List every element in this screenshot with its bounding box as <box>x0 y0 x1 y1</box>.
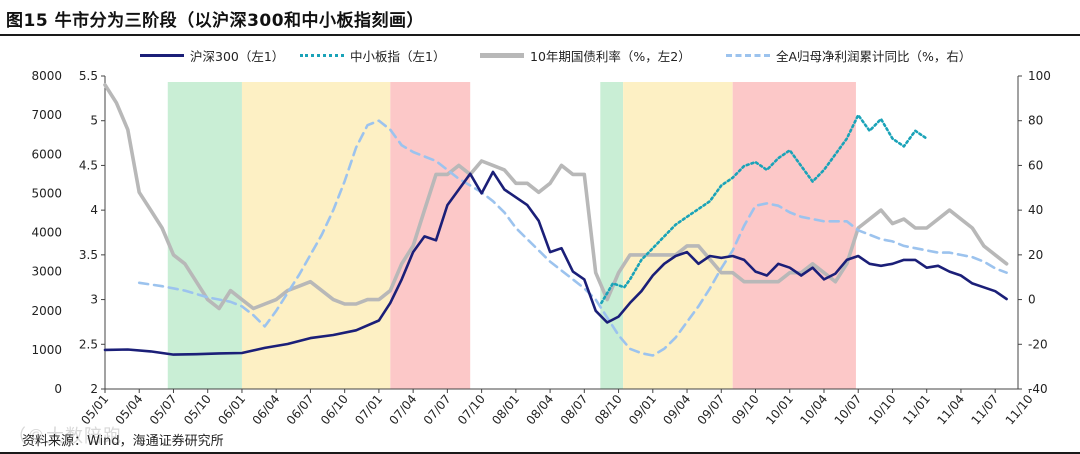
y-left1-tick-label: 6000 <box>31 147 62 161</box>
y-left2-tick-label: 2.5 <box>79 337 98 351</box>
y-right-tick-label: 80 <box>1028 114 1043 128</box>
legend-swatch-zxb <box>300 54 344 57</box>
x-tick-label: 11/01 <box>900 392 933 427</box>
x-tick-label: 09/07 <box>695 392 728 427</box>
legend-swatch-profit <box>726 54 770 57</box>
y-right-tick-label: 100 <box>1028 69 1051 83</box>
x-tick-label: 11/07 <box>969 392 1002 427</box>
series-line-profit <box>137 119 1008 357</box>
title-bar: 图15 牛市分为三阶段（以沪深300和中小板指刻画） <box>0 0 1080 36</box>
series-line-bond <box>103 83 1009 311</box>
x-tick-label: 05/10 <box>181 392 214 427</box>
x-tick-label: 08/07 <box>558 392 591 427</box>
chart-area: 01000200030004000500060007000800022.533.… <box>31 69 1051 427</box>
legend-label-zxb: 中小板指（左1） <box>350 49 446 64</box>
legend: 沪深300（左1） 中小板指（左1） 10年期国债利率（%，左2） 全A归母净利… <box>0 44 1080 68</box>
y-left1-tick-label: 5000 <box>31 186 62 200</box>
legend-item-profit: 全A归母净利润累计同比（%，右） <box>726 46 971 65</box>
title-rule <box>0 34 1080 36</box>
series-line-hs300 <box>103 170 1008 356</box>
source-footer: 资料来源：Wind，海通证券研究所 <box>22 434 224 449</box>
legend-swatch-bond <box>480 53 524 58</box>
x-tick-label: 09/10 <box>729 392 762 427</box>
y-left2-tick-label: 3 <box>90 293 98 307</box>
y-left1-tick-label: 2000 <box>31 304 62 318</box>
y-right-tick-label: 0 <box>1028 293 1036 307</box>
x-tick-label: 07/10 <box>455 392 488 427</box>
phase-band-green-3 <box>600 82 624 389</box>
x-tick-label: 08/01 <box>489 392 522 427</box>
phase-band-red-2 <box>390 82 471 389</box>
phase-band-yellow-1 <box>241 82 391 389</box>
watermark: （©大数陪跑 <box>8 426 122 447</box>
x-tick-label: 11/10 <box>1003 392 1036 427</box>
legend-label-profit: 全A归母净利润累计同比（%，右） <box>776 49 972 64</box>
y-left1-tick-label: 0 <box>54 382 62 396</box>
x-tick-label: 09/04 <box>660 392 693 427</box>
x-tick-label: 06/04 <box>250 392 283 427</box>
legend-swatch-hs300 <box>140 54 184 57</box>
legend-label-hs300: 沪深300（左1） <box>190 49 285 64</box>
phase-band-green-0 <box>167 82 242 389</box>
legend-item-bond: 10年期国债利率（%，左2） <box>480 46 691 65</box>
x-tick-label: 07/01 <box>352 392 385 427</box>
y-right-tick-label: 60 <box>1028 158 1043 172</box>
y-left2-tick-label: 5.5 <box>79 69 98 83</box>
legend-item-zxb: 中小板指（左1） <box>300 46 445 65</box>
legend-label-bond: 10年期国债利率（%，左2） <box>530 49 691 64</box>
phase-band-yellow-4 <box>623 82 733 389</box>
x-tick-label: 06/07 <box>284 392 317 427</box>
series-line-zxb <box>600 113 928 305</box>
y-left1-tick-label: 4000 <box>31 226 62 240</box>
x-tick-label: 08/04 <box>523 392 556 427</box>
x-tick-label: 10/10 <box>866 392 899 427</box>
legend-item-hs300: 沪深300（左1） <box>140 46 284 65</box>
y-left2-tick-label: 5 <box>90 114 98 128</box>
y-left1-tick-label: 1000 <box>31 343 62 357</box>
y-left1-tick-label: 7000 <box>31 108 62 122</box>
y-right-tick-label: -40 <box>1028 382 1048 396</box>
x-tick-label: 09/01 <box>626 392 659 427</box>
x-tick-label: 10/01 <box>763 392 796 427</box>
y-left2-tick-label: 4.5 <box>79 158 98 172</box>
y-left1-tick-label: 8000 <box>31 69 62 83</box>
y-right-tick-label: 20 <box>1028 248 1043 262</box>
x-tick-label: 06/10 <box>318 392 351 427</box>
bottom-rule <box>0 452 1080 454</box>
x-tick-label: 07/04 <box>386 392 419 427</box>
y-right-tick-label: 40 <box>1028 203 1043 217</box>
phase-band-red-5 <box>732 82 856 389</box>
y-left2-tick-label: 2 <box>90 382 98 396</box>
x-tick-label: 05/07 <box>147 392 180 427</box>
y-left1-tick-label: 3000 <box>31 265 62 279</box>
x-tick-label: 08/10 <box>592 392 625 427</box>
x-tick-label: 10/07 <box>832 392 865 427</box>
y-left2-tick-label: 4 <box>90 203 98 217</box>
y-right-tick-label: -20 <box>1028 337 1048 351</box>
chart-title: 图15 牛市分为三阶段（以沪深300和中小板指刻画） <box>6 11 425 31</box>
x-tick-label: 07/07 <box>421 392 454 427</box>
x-tick-label: 11/04 <box>934 392 967 427</box>
x-tick-label: 06/01 <box>215 392 248 427</box>
y-left2-tick-label: 3.5 <box>79 248 98 262</box>
x-tick-label: 10/04 <box>797 392 830 427</box>
